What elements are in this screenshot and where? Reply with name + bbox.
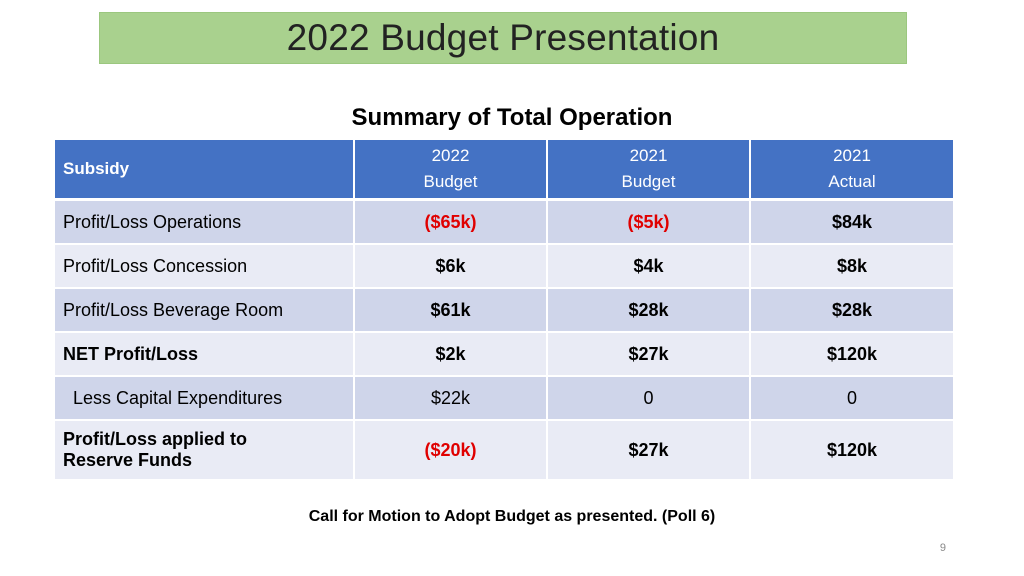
cell-2021-budget: ($5k) — [547, 199, 751, 245]
header-line: Budget — [621, 172, 676, 191]
cell-2021-actual: $28k — [750, 288, 953, 333]
row-label-line: Profit/Loss applied to — [63, 429, 248, 449]
table-row: NET Profit/Loss $2k $27k $120k — [55, 332, 953, 377]
table-caption: Summary of Total Operation — [351, 104, 673, 131]
header-2021-budget: 2021 Budget — [547, 140, 751, 201]
cell-2022-budget: ($20k) — [354, 420, 548, 481]
row-label: Profit/Loss Concession — [55, 244, 355, 289]
header-2021-actual: 2021 Actual — [750, 140, 953, 201]
header-line: Actual — [828, 172, 876, 191]
cell-2021-actual: $120k — [750, 332, 953, 377]
header-line: 2021 — [833, 146, 871, 165]
cell-2022-budget: $6k — [354, 244, 548, 289]
table-row: Profit/Loss applied to Reserve Funds ($2… — [55, 420, 953, 481]
header-2022-budget: 2022 Budget — [354, 140, 548, 201]
table-row: Profit/Loss Operations ($65k) ($5k) $84k — [55, 199, 953, 245]
table-row: Less Capital Expenditures $22k 0 0 — [55, 376, 953, 421]
cell-2021-budget: $27k — [547, 420, 751, 481]
slide-title-bar: 2022 Budget Presentation — [99, 12, 907, 64]
cell-2021-actual: $8k — [750, 244, 953, 289]
header-line: 2021 — [629, 146, 668, 165]
page-number: 9 — [939, 542, 946, 554]
header-line: Budget — [423, 172, 478, 191]
row-label: Less Capital Expenditures — [55, 376, 355, 421]
slide-title: 2022 Budget Presentation — [286, 17, 720, 58]
header-row: Subsidy 2022 Budget 2021 Budget 2021 Act… — [55, 140, 953, 201]
table-row: Profit/Loss Beverage Room $61k $28k $28k — [55, 288, 953, 333]
motion-note: Call for Motion to Adopt Budget as prese… — [308, 508, 716, 525]
row-label: Profit/Loss Beverage Room — [55, 288, 355, 333]
cell-2022-budget: $22k — [354, 376, 548, 421]
table-row: Profit/Loss Concession $6k $4k $8k — [55, 244, 953, 289]
cell-2022-budget: $61k — [354, 288, 548, 333]
cell-2021-actual: 0 — [750, 376, 953, 421]
row-label: NET Profit/Loss — [55, 332, 355, 377]
row-label: Profit/Loss Operations — [55, 199, 355, 245]
cell-2021-budget: $4k — [547, 244, 751, 289]
cell-2021-budget: $27k — [547, 332, 751, 377]
header-line: 2022 — [431, 146, 470, 165]
cell-2022-budget: $2k — [354, 332, 548, 377]
cell-2021-actual: $84k — [750, 199, 953, 245]
cell-2021-actual: $120k — [750, 420, 953, 481]
cell-2021-budget: $28k — [547, 288, 751, 333]
cell-2021-budget: 0 — [547, 376, 751, 421]
row-label-line: Reserve Funds — [63, 450, 193, 470]
header-subsidy: Subsidy — [55, 140, 355, 201]
row-label: Profit/Loss applied to Reserve Funds — [55, 420, 355, 481]
summary-table: Subsidy 2022 Budget 2021 Budget 2021 Act… — [55, 140, 953, 481]
cell-2022-budget: ($65k) — [354, 199, 548, 245]
